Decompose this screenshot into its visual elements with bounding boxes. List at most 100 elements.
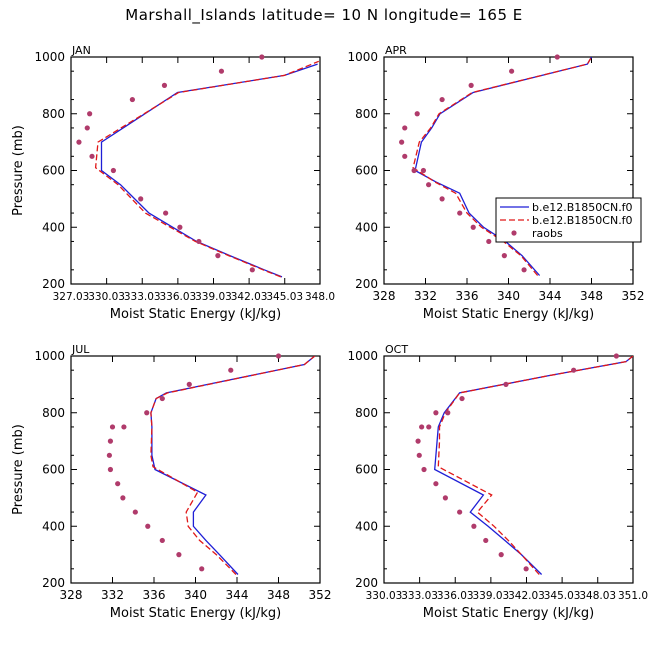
data-point <box>76 139 82 145</box>
data-point <box>110 167 116 174</box>
plot-frame <box>383 355 634 584</box>
data-point <box>186 381 192 387</box>
series-line-dashed <box>150 356 316 575</box>
legend-label: b.e12.B1850CN.f0 <box>532 201 633 214</box>
data-point <box>501 253 507 259</box>
data-point <box>471 523 477 529</box>
y-tick-label: 1000 <box>347 349 378 363</box>
series-line-dashed <box>412 57 593 276</box>
data-point <box>87 111 93 117</box>
data-point <box>84 125 90 131</box>
x-tick-label: 336.03 <box>159 291 196 303</box>
data-point <box>509 68 515 74</box>
x-tick-label: 348.0 <box>305 291 335 303</box>
data-point <box>196 238 202 245</box>
x-tick-label: 352 <box>309 588 332 602</box>
y-tick-label: 400 <box>355 220 378 234</box>
data-point <box>121 424 127 430</box>
page-title: Marshall_Islands latitude= 10 N longitud… <box>125 6 523 24</box>
chart-panel-apr: APR 200 400 600 800 1000 328 332 336 340 344 348 352… <box>347 44 644 322</box>
data-point <box>445 410 451 416</box>
chart-panel-jan: JAN 200 400 600 800 1000 327.03330.03333.03336… <box>11 44 335 322</box>
data-point <box>419 424 425 430</box>
data-point <box>159 395 165 402</box>
data-point <box>109 424 116 430</box>
legend-label: raobs <box>532 227 563 240</box>
data-point <box>426 424 432 430</box>
y-tick-label: 400 <box>355 519 378 533</box>
data-point <box>483 537 489 544</box>
x-tick-label: 339.03 <box>472 590 509 602</box>
data-point <box>402 125 408 131</box>
chart-panel-oct: OCT 200 400 600 800 1000 330.03333.03336.03339… <box>347 343 648 621</box>
x-tick-label: 345.03 <box>266 291 303 303</box>
y-tick-label: 200 <box>42 576 65 590</box>
data-point <box>115 481 121 487</box>
x-tick-label: 327.03 <box>53 291 90 303</box>
data-point <box>132 509 138 515</box>
data-point <box>228 367 234 373</box>
data-point <box>145 523 151 529</box>
data-point <box>426 182 432 188</box>
data-point <box>521 267 527 273</box>
x-tick-label: 336.03 <box>437 590 474 602</box>
data-point <box>107 438 114 444</box>
chart-panel-jul: JUL 200 400 600 800 1000 328 332 336 340 344 348 352… <box>11 343 331 621</box>
data-point <box>459 395 465 402</box>
series-line-solid <box>434 356 633 575</box>
data-point <box>107 466 114 473</box>
data-point <box>218 68 225 74</box>
data-point <box>416 452 422 458</box>
data-point <box>215 253 221 259</box>
x-tick-label: 342.03 <box>508 590 545 602</box>
y-axis-label: Pressure (mb) <box>11 424 26 515</box>
y-tick-label: 600 <box>42 164 65 178</box>
series-line-solid <box>150 356 316 575</box>
x-tick-label: 342.03 <box>231 291 268 303</box>
x-tick-label: 336 <box>456 289 479 303</box>
y-tick-label: 400 <box>42 519 65 533</box>
series-line-solid <box>414 57 593 276</box>
data-point <box>259 54 265 60</box>
x-tick-label: 348.03 <box>579 590 616 602</box>
x-tick-label: 330.03 <box>366 590 403 602</box>
data-point <box>433 410 439 416</box>
x-tick-label: 333.03 <box>124 291 161 303</box>
y-tick-label: 600 <box>42 463 65 477</box>
data-point <box>275 353 282 359</box>
series-line-solid <box>100 63 318 278</box>
y-tick-label: 200 <box>355 277 378 291</box>
y-tick-label: 800 <box>355 406 378 420</box>
x-tick-label: 332 <box>414 289 437 303</box>
x-axis-label: Moist Static Energy (kJ/kg) <box>423 606 594 621</box>
x-tick-label: 345.03 <box>544 590 581 602</box>
x-tick-label: 340 <box>184 588 207 602</box>
panel-label: APR <box>385 44 407 57</box>
series-line-dashed <box>94 60 320 278</box>
panel-label: JUL <box>71 343 90 356</box>
y-tick-label: 1000 <box>347 50 378 64</box>
data-point <box>199 566 205 572</box>
data-point <box>138 196 144 202</box>
data-point <box>523 566 529 572</box>
x-tick-label: 351.0 <box>618 590 648 602</box>
y-tick-label: 200 <box>42 277 65 291</box>
data-point <box>420 167 427 174</box>
data-point <box>503 381 509 387</box>
x-tick-label: 340 <box>497 289 520 303</box>
x-tick-label: 339.03 <box>195 291 232 303</box>
data-point <box>120 495 126 501</box>
y-tick-label: 400 <box>42 220 65 234</box>
data-point <box>613 353 619 359</box>
y-tick-label: 200 <box>355 576 378 590</box>
panel-label: OCT <box>385 343 408 356</box>
data-point <box>433 481 439 487</box>
data-point <box>176 552 182 558</box>
data-point <box>414 111 420 117</box>
y-tick-label: 800 <box>42 107 65 121</box>
series-line-dashed <box>437 356 633 575</box>
data-point <box>163 210 169 216</box>
x-tick-label: 333.03 <box>401 590 438 602</box>
